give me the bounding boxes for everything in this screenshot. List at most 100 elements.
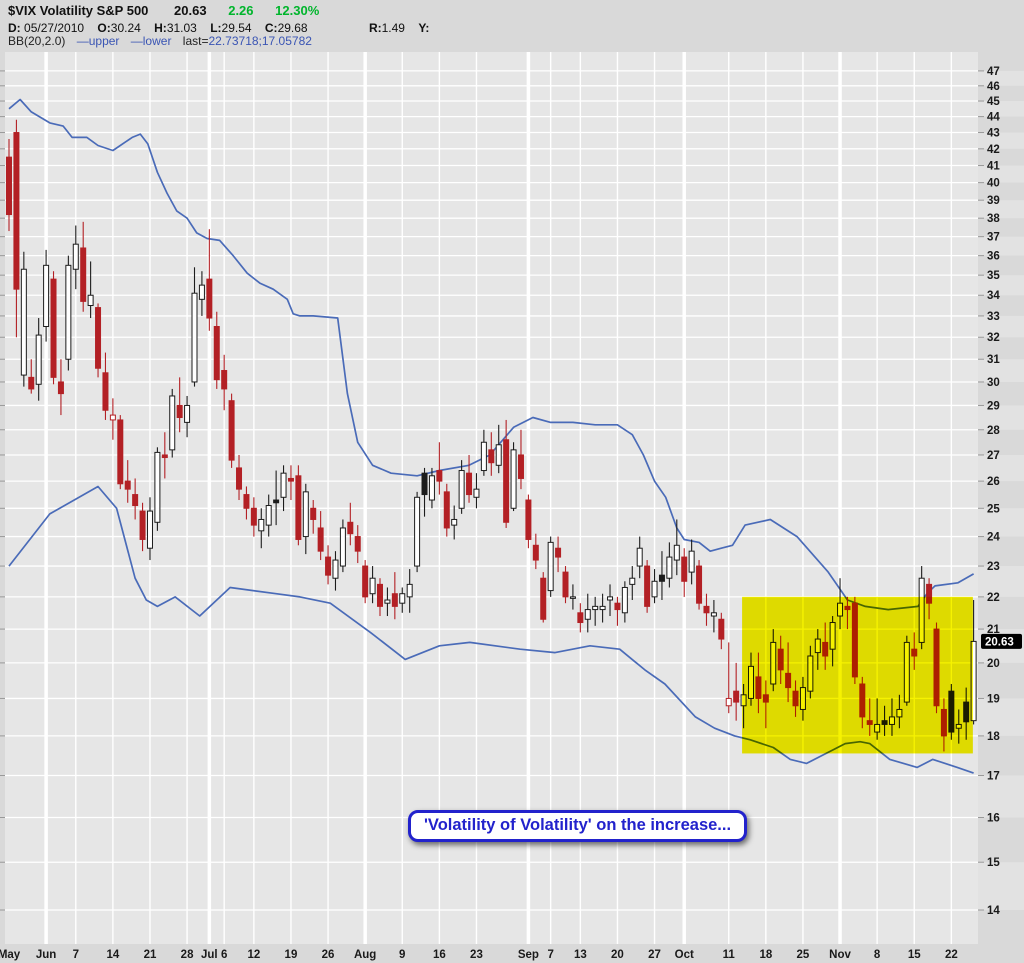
candle-body [347,521,354,535]
axis-gutter-stripe [978,132,1024,149]
bb-last-label: last= [182,34,209,48]
candle-body [703,605,710,614]
y-axis-label: 18 [987,731,1000,743]
axis-gutter-stripe [978,101,1024,117]
high-value: 31.03 [166,21,197,35]
y-axis-label: 35 [987,270,1000,282]
x-axis-label: 18 [759,949,772,961]
candle-body [273,499,280,504]
candle-body [458,470,465,509]
candle-body [466,472,473,496]
y-axis-label: 24 [987,532,1000,544]
axis-gutter-stripe [978,70,1024,86]
candle-body [325,556,332,576]
candle-body [95,307,102,369]
candle-body [681,556,688,582]
x-axis-label: 19 [285,949,298,961]
candle-body [510,449,517,509]
candle-body [414,496,421,567]
candle-body [80,247,87,302]
y-axis-label: 42 [987,144,1000,156]
y-axis-label: 36 [987,251,1000,263]
axis-gutter-stripe [978,454,1024,482]
y-axis-label: 26 [987,476,1000,488]
y-axis-label: 34 [987,290,1000,302]
yellow-highlight-box[interactable] [742,596,973,754]
y-axis-label: 20 [987,658,1000,670]
candle-body [644,565,651,607]
candle-body [124,480,131,490]
y-axis-label: 22 [987,592,1000,604]
candle-body [146,510,153,549]
candle-body [399,593,406,604]
x-axis-label: 25 [797,949,810,961]
x-axis-label: Nov [829,949,851,961]
candle-body [406,583,413,598]
candle-body [139,510,146,540]
y-axis-label: 28 [987,425,1000,437]
candle-body [584,609,591,620]
y-axis-label: 27 [987,450,1000,462]
candle-body [6,156,12,216]
candle-body [696,565,703,604]
x-axis-label: Sep [518,949,539,961]
candle-body [191,292,198,383]
candle-body [354,536,361,552]
date-value: 05/27/2010 [24,21,85,35]
current-price-tag [981,633,1022,649]
y-axis-label: 46 [987,81,1000,93]
candle-body [35,334,42,385]
bb-lower-legend[interactable]: —lower [130,34,172,48]
y-axis-label: 19 [987,693,1000,705]
y-axis-label: 31 [987,354,1000,366]
annotation-callout[interactable]: 'Volatility of Volatility' on the increa… [408,810,748,842]
candle-body [250,507,257,526]
candle-body [228,400,235,461]
chart-header-line2: D: 05/27/2010 O:30.24 H:31.03 L:29.54 C:… [8,21,429,35]
y-axis-label: 41 [987,161,1000,173]
x-axis-label: 16 [433,949,446,961]
candle-body [495,444,502,466]
y-axis-label: 47 [987,66,1000,78]
range-label: R: [368,21,382,35]
yield-label: Y: [418,21,430,35]
candle-body [295,475,302,540]
candle-body [243,494,250,509]
candle-body [621,586,628,614]
y-axis-label: 32 [987,332,1000,344]
candle-body [65,264,72,360]
current-price-tag-text: 20.63 [985,636,1014,648]
candle-body [198,284,205,300]
y-axis-label: 43 [987,128,1000,140]
axis-gutter-stripe [978,775,1024,818]
x-axis-label: Jul [201,949,218,961]
candle-body [555,547,562,558]
low-label: L: [210,21,222,35]
candle-body [673,544,680,561]
bb-upper-legend[interactable]: —upper [76,34,120,48]
x-axis-label: 26 [322,949,335,961]
axis-gutter-stripe [978,315,1024,338]
y-axis-label: 45 [987,96,1000,108]
candle-body [265,505,272,526]
candle-body [525,499,532,540]
candle-body [651,580,658,598]
axis-gutter-stripe [978,200,1024,219]
x-axis-label: 6 [221,949,227,961]
candle-body [488,449,495,464]
y-axis-label: 40 [987,178,1000,190]
axis-gutter-stripe [978,508,1024,537]
candle-body [532,544,539,561]
axis-gutter-stripe [978,165,1024,183]
y-axis-label: 33 [987,311,1000,323]
y-axis-label: 21 [987,624,1000,636]
candle-body [658,574,665,582]
x-axis-label: 8 [874,949,881,961]
candle-body [332,559,339,579]
annotation-text: 'Volatility of Volatility' on the increa… [424,816,732,834]
candle-body [369,577,376,595]
x-axis-label: 7 [73,949,79,961]
overlay-legend: BB(20,2.0) —upper —lower last=22.73718;1… [8,34,312,48]
